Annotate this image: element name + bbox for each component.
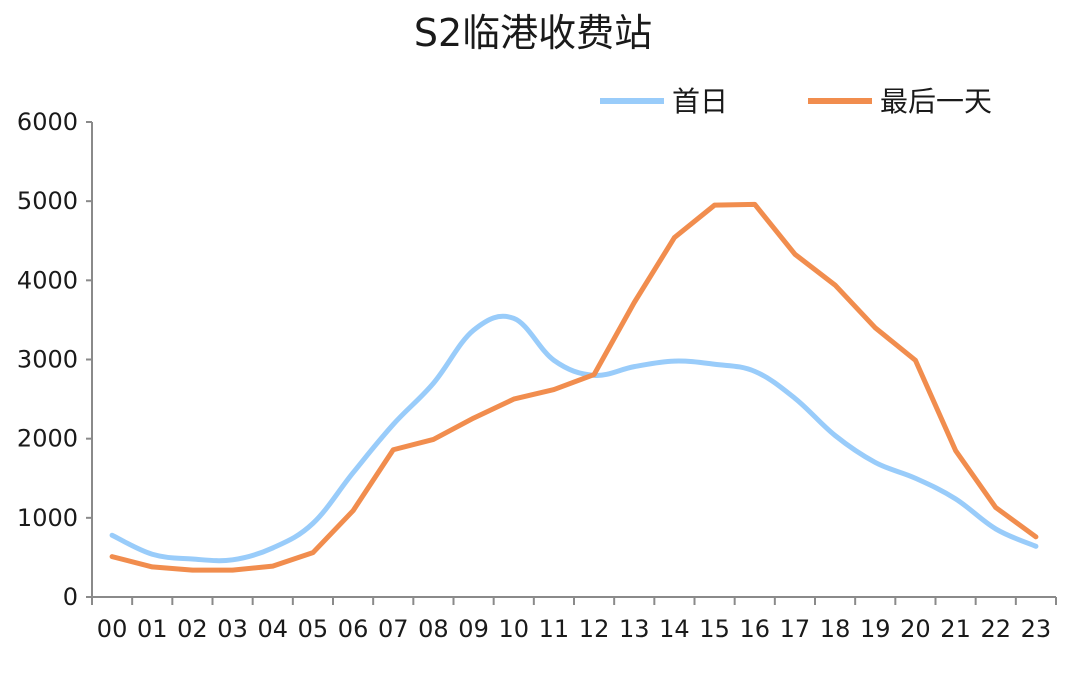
data-point-series-1: [913, 476, 918, 481]
x-tick-label: 06: [338, 615, 369, 643]
x-tick-label: 15: [699, 615, 730, 643]
data-point-series-2: [672, 235, 677, 240]
data-point-series-1: [632, 364, 637, 369]
y-tick-label: 2000: [17, 425, 78, 453]
data-point-series-2: [109, 554, 115, 559]
x-tick-label: 13: [619, 615, 650, 643]
data-point-series-1: [873, 460, 878, 465]
x-tick-label: 23: [1021, 615, 1052, 643]
data-point-series-2: [792, 252, 798, 257]
data-point-series-2: [391, 447, 396, 452]
data-point-series-1: [551, 358, 557, 363]
data-point-series-2: [1033, 534, 1039, 540]
x-tick-label: 03: [217, 615, 248, 643]
x-tick-label: 19: [860, 615, 891, 643]
series-line-1: [109, 313, 1039, 564]
data-point-series-2: [270, 563, 275, 569]
data-point-series-2: [832, 282, 838, 288]
x-tick-label: 22: [980, 615, 1011, 643]
data-point-series-1: [350, 470, 356, 475]
data-point-series-2: [350, 508, 356, 513]
y-tick-label: 5000: [17, 187, 78, 215]
x-tick-label: 02: [177, 615, 208, 643]
data-point-series-1: [993, 526, 998, 532]
data-point-series-2: [953, 448, 958, 453]
x-tick-label: 10: [498, 615, 529, 643]
x-tick-label: 14: [659, 615, 690, 643]
x-tick-label: 18: [820, 615, 851, 643]
series-line-2: [109, 201, 1039, 573]
data-point-series-1: [109, 533, 115, 538]
x-ticks: 00 01 02 03 04 05 06 07 08 09 10 11 12 13 14 15 16 17 18 19…: [91, 597, 1057, 643]
data-point-series-2: [230, 567, 235, 573]
data-point-series-2: [913, 358, 918, 363]
x-tick-label: 11: [539, 615, 570, 643]
data-point-series-2: [150, 564, 155, 570]
chart-title: S2临港收费站: [414, 11, 652, 55]
legend-label-series-1: 首日: [672, 85, 728, 118]
x-tick-label: 16: [739, 615, 770, 643]
data-point-series-2: [471, 415, 476, 421]
data-point-series-2: [632, 300, 637, 305]
data-point-series-2: [752, 202, 757, 207]
x-tick-label: 09: [458, 615, 489, 643]
y-tick-label: 1000: [17, 504, 78, 532]
data-point-series-2: [551, 387, 557, 392]
legend-label-series-2: 最后一天: [880, 85, 992, 118]
x-tick-label: 00: [97, 615, 128, 643]
data-point-series-2: [190, 567, 195, 573]
data-point-series-1: [712, 362, 717, 367]
y-tick-label: 4000: [17, 266, 78, 294]
data-point-series-1: [270, 545, 275, 551]
data-point-series-1: [190, 556, 195, 562]
data-point-series-1: [471, 328, 476, 333]
y-tick-label: 6000: [17, 108, 78, 136]
data-point-series-1: [953, 496, 958, 502]
data-point-series-2: [511, 396, 516, 402]
y-ticks: 0 1000 2000 3000 4000 5000 6000: [17, 108, 92, 611]
data-point-series-1: [792, 396, 798, 401]
legend: 首日 最后一天: [600, 85, 992, 118]
x-tick-label: 21: [940, 615, 971, 643]
data-point-series-1: [511, 316, 516, 321]
data-point-series-1: [431, 381, 436, 386]
x-tick-label: 07: [378, 615, 409, 643]
data-point-series-2: [993, 505, 998, 510]
x-tick-label: 01: [137, 615, 168, 643]
x-tick-label: 05: [298, 615, 329, 643]
data-point-series-1: [310, 521, 316, 526]
data-point-series-1: [230, 557, 235, 562]
y-tick-label: 3000: [17, 346, 78, 374]
y-tick-label: 0: [63, 583, 78, 611]
x-tick-label: 08: [418, 615, 449, 643]
x-tick-label: 12: [579, 615, 610, 643]
data-point-series-1: [1033, 544, 1039, 549]
x-tick-label: 17: [780, 615, 811, 643]
data-point-series-1: [672, 358, 677, 364]
data-point-series-2: [310, 550, 316, 555]
data-point-series-2: [712, 202, 717, 208]
data-point-series-2: [591, 372, 597, 377]
data-point-series-1: [150, 552, 155, 557]
data-point-series-1: [391, 422, 396, 427]
x-tick-label: 04: [257, 615, 288, 643]
data-point-series-2: [873, 325, 878, 331]
x-tick-label: 20: [900, 615, 931, 643]
series-lines: [109, 201, 1039, 573]
data-point-series-1: [832, 433, 838, 438]
data-point-series-1: [752, 369, 757, 374]
data-point-series-2: [431, 437, 436, 442]
